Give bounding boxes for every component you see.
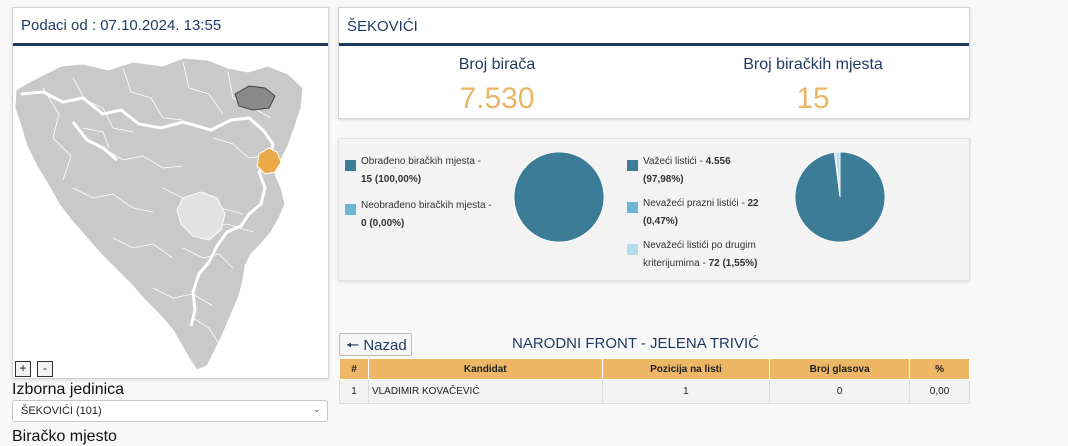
legend-other-label-2: kriterijumima - — [643, 258, 706, 269]
legend-processed-label: Obrađeno biračkih mjesta - — [361, 156, 482, 167]
legend-blank-label: Nevažeći prazni listići - — [643, 198, 745, 209]
map-entity-line — [20, 90, 275, 327]
legend-unprocessed-label: Neobrađeno biračkih mjesta - — [361, 200, 492, 211]
legend-swatch — [627, 244, 638, 255]
map-selected-municipality[interactable] — [256, 147, 282, 175]
stations-value: 15 — [796, 82, 830, 115]
legend-blank-pct: (0,47%) — [643, 216, 679, 227]
cell-candidate: VLADIMIR KOVAČEVIĆ — [367, 379, 603, 404]
map-panel: Podaci od : 07.10.2024. 13:55 — [12, 7, 329, 379]
legend-other-label: Nevažeći listići po drugim — [643, 240, 756, 251]
electoral-unit-select[interactable]: ŠEKOVIĆI (101) ⌄ — [12, 400, 328, 422]
legend-other-value: 72 (1,55%) — [708, 258, 758, 269]
municipality-title: ŠEKOVIĆI — [339, 8, 969, 46]
polling-station-label: Biračko mjesto — [12, 428, 117, 445]
table-header-row: # Kandidat Pozicija na listi Broj glasov… — [339, 358, 970, 380]
column-header-percent[interactable]: % — [909, 358, 970, 380]
legend-unprocessed: Neobrađeno biračkih mjesta - 0 (0,00%) — [345, 197, 505, 233]
legend-unprocessed-value: 0 (0,00%) — [361, 218, 405, 229]
legend-blank-value: 22 — [747, 198, 759, 209]
column-header-votes[interactable]: Broj glasova — [769, 358, 911, 380]
zoom-out-button[interactable]: - — [37, 361, 53, 377]
chevron-down-icon: ⌄ — [312, 404, 321, 415]
legend-swatch — [627, 202, 638, 213]
electoral-unit-selected-value: ŠEKOVIĆI (101) — [21, 405, 102, 417]
back-button-label: Nazad — [363, 337, 407, 354]
cell-votes: 0 — [769, 379, 911, 404]
back-button[interactable]: 🠔 Nazad — [339, 333, 412, 356]
cell-position: 1 — [601, 379, 771, 404]
voters-label: Broj birača — [458, 56, 536, 73]
voters-value: 7.530 — [459, 82, 535, 115]
ballots-pie-chart — [794, 151, 886, 243]
results-table: # Kandidat Pozicija na listi Broj glasov… — [339, 358, 970, 404]
legend-processed: Obrađeno biračkih mjesta - 15 (100,00%) — [345, 153, 505, 189]
column-header-position[interactable]: Pozicija na listi — [601, 358, 771, 380]
table-row[interactable]: 1 VLADIMIR KOVAČEVIĆ 1 0 0,00 — [339, 379, 970, 404]
column-header-number[interactable]: # — [339, 358, 369, 380]
map-sarajevo-region — [176, 191, 226, 241]
column-header-candidate[interactable]: Kandidat — [367, 358, 603, 380]
legend-blank: Nevažeći prazni listići - 22 (0,47%) — [627, 195, 797, 231]
legend-valid-pct: (97,98%) — [643, 174, 684, 185]
legend-swatch — [345, 204, 356, 215]
pie-slice-2[interactable] — [835, 151, 841, 198]
map-country-shape — [14, 57, 304, 371]
municipality-panel: ŠEKOVIĆI Broj birača 7.530 Broj biračkih… — [338, 7, 970, 119]
legend-other-invalid: Nevažeći listići po drugim kriterijumima… — [627, 237, 797, 273]
electoral-unit-label: Izborna jedinica — [12, 381, 125, 398]
map-entity-line-2 — [71, 121, 118, 162]
map-brcko-region — [234, 85, 276, 111]
bih-map[interactable] — [13, 48, 328, 378]
arrow-left-icon: 🠔 — [346, 337, 360, 354]
legend-swatch — [627, 160, 638, 171]
charts-panel: Obrađeno biračkih mjesta - 15 (100,00%) … — [338, 138, 970, 281]
legend-valid-label: Važeći listići - — [643, 156, 703, 167]
zoom-in-button[interactable]: + — [15, 361, 31, 377]
processing-pie-chart — [513, 151, 605, 243]
stations-label: Broj biračkih mjesta — [743, 56, 883, 73]
legend-processed-value: 15 (100,00%) — [361, 174, 422, 185]
cell-number: 1 — [339, 379, 369, 404]
legend-swatch — [345, 160, 356, 171]
pie-slice-0[interactable] — [513, 151, 605, 243]
data-timestamp: Podaci od : 07.10.2024. 13:55 — [13, 8, 328, 46]
party-title: NARODNI FRONT - JELENA TRIVIĆ — [512, 335, 759, 352]
map-municipality-lines — [42, 61, 272, 345]
legend-valid: Važeći listići - 4.556 (97,98%) — [627, 153, 797, 189]
cell-percent: 0,00 — [909, 379, 970, 404]
legend-valid-value: 4.556 — [705, 156, 731, 167]
